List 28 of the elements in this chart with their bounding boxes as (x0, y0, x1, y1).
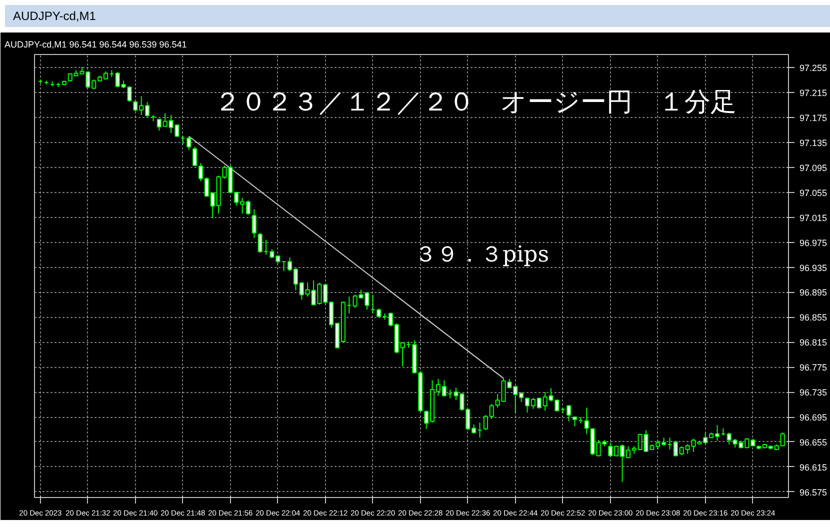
candlestick (192, 146, 198, 167)
y-tick-label: 97.255 (800, 63, 828, 74)
y-tick-label: 97.055 (800, 188, 828, 198)
y-tick-label: 96.655 (800, 437, 828, 448)
y-tick-label: 97.215 (800, 88, 828, 98)
candlestick (566, 404, 572, 422)
y-tick-label: 96.975 (800, 238, 828, 248)
y-tick-label: 97.095 (800, 162, 828, 173)
y-tick-label: 97.175 (800, 113, 828, 124)
candlestick (584, 407, 589, 434)
candlestick (186, 136, 192, 150)
y-tick-label: 96.895 (800, 288, 828, 298)
y-tick-label: 97.015 (800, 212, 828, 223)
text: AUDJPY-cd,M1 96.541 96.544 96.539 96.541 (4, 40, 187, 50)
text: ２０２３／１２／２０ オージー円 １分足 (214, 88, 736, 118)
text: AUDJPY-cd,M1 (13, 8, 96, 25)
y-tick-label: 96.855 (800, 312, 828, 323)
y-tick-label: 96.575 (800, 487, 828, 498)
y-tick-label: 96.935 (800, 262, 828, 273)
y-tick-label: 96.735 (800, 388, 828, 398)
annotation: ３９．３pips (414, 242, 549, 268)
candlestick (252, 208, 256, 238)
y-tick-label: 96.695 (800, 412, 828, 423)
y-tick-label: 97.135 (800, 138, 828, 148)
y-tick-label: 96.615 (800, 462, 828, 472)
candlestick (258, 232, 262, 254)
y-tick-label: 96.775 (800, 362, 828, 373)
y-tick-label: 96.815 (800, 338, 828, 348)
